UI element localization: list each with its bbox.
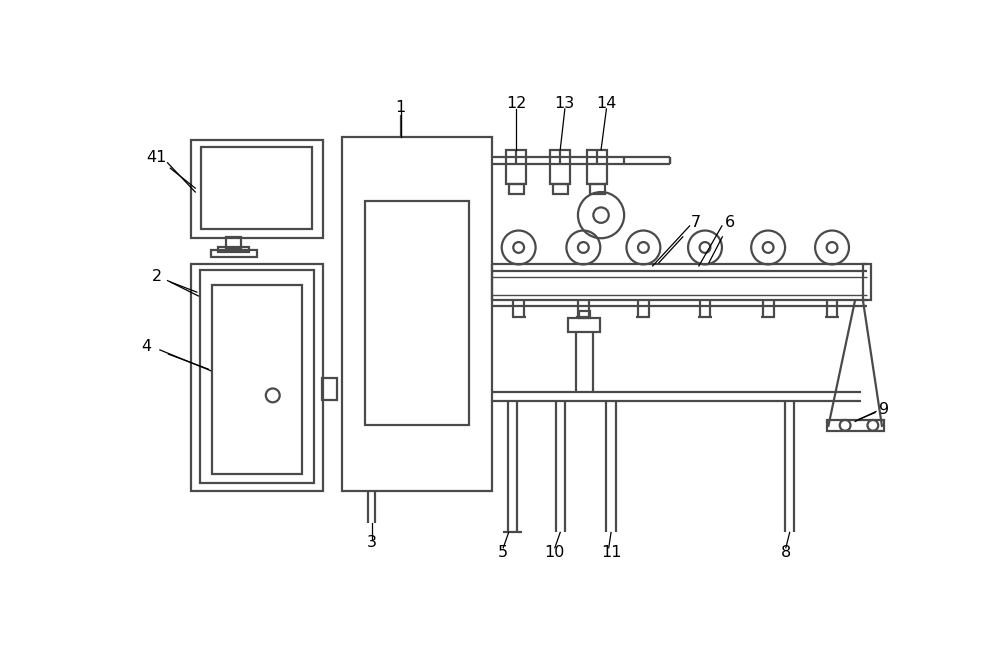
Bar: [191, 140, 323, 238]
Text: 10: 10: [545, 545, 565, 560]
Text: 13: 13: [555, 96, 575, 111]
Bar: [211, 250, 257, 257]
Bar: [218, 246, 249, 252]
Text: 9: 9: [879, 401, 889, 417]
Text: 41: 41: [147, 150, 167, 165]
Bar: [201, 147, 312, 229]
Bar: [863, 264, 871, 300]
Bar: [322, 378, 337, 400]
Text: 5: 5: [498, 545, 508, 560]
Text: 4: 4: [142, 338, 152, 353]
Bar: [827, 420, 884, 431]
Bar: [506, 150, 526, 185]
Text: 14: 14: [596, 96, 617, 111]
Bar: [200, 270, 314, 483]
Bar: [550, 150, 570, 185]
Bar: [587, 150, 607, 185]
Text: 6: 6: [725, 215, 735, 231]
Bar: [509, 183, 524, 194]
Bar: [365, 201, 469, 424]
Text: 3: 3: [367, 535, 377, 550]
Text: 7: 7: [691, 215, 701, 231]
Text: 2: 2: [152, 269, 162, 284]
Text: 8: 8: [781, 545, 791, 560]
Text: 12: 12: [506, 96, 527, 111]
Bar: [590, 183, 605, 194]
Bar: [568, 318, 600, 332]
Text: 11: 11: [601, 545, 621, 560]
Bar: [579, 311, 590, 318]
Text: 1: 1: [396, 100, 406, 115]
Bar: [212, 285, 302, 474]
Bar: [342, 137, 492, 491]
Bar: [226, 237, 241, 248]
Bar: [191, 263, 323, 491]
Bar: [553, 183, 568, 194]
